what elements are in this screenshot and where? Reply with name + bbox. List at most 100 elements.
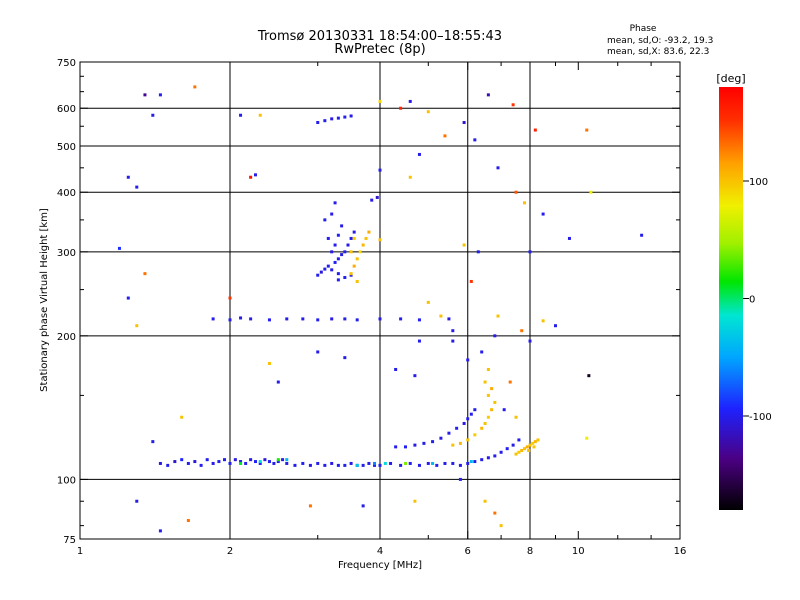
echo-point	[355, 257, 359, 261]
echo-point	[523, 201, 527, 205]
echo-point	[422, 441, 426, 445]
echo-point	[541, 212, 545, 216]
echo-point	[211, 461, 215, 465]
echo-point	[532, 445, 536, 449]
echo-point	[483, 499, 487, 503]
echo-point	[426, 300, 430, 304]
echo-point	[399, 463, 403, 467]
echo-point	[267, 318, 271, 322]
echo-point	[223, 458, 227, 462]
echo-point	[514, 190, 518, 194]
echo-point	[451, 461, 455, 465]
echo-point	[367, 230, 371, 234]
echo-point	[281, 458, 285, 462]
echo-point	[439, 436, 443, 440]
echo-point	[473, 460, 477, 464]
echo-point	[426, 110, 430, 114]
echo-point	[541, 319, 545, 323]
echo-point	[301, 317, 305, 321]
echo-point	[361, 463, 365, 467]
echo-point	[158, 529, 162, 533]
echo-point	[493, 334, 497, 338]
echo-point	[480, 350, 484, 354]
colorbar-tick-label: 100	[749, 177, 768, 188]
echo-point	[458, 463, 462, 467]
echo-point	[399, 106, 403, 110]
echo-point	[439, 314, 443, 318]
echo-point	[126, 175, 130, 179]
echo-point	[336, 272, 340, 276]
echo-point	[276, 458, 280, 462]
echo-point	[462, 121, 466, 125]
echo-point	[462, 243, 466, 247]
echo-point	[135, 324, 139, 328]
echo-point	[336, 463, 340, 467]
x-tick-label: 10	[572, 546, 585, 557]
echo-point	[431, 461, 435, 465]
colorbar-ticks: 100 0 -100	[743, 177, 772, 423]
echo-point	[490, 408, 494, 412]
echo-point	[466, 438, 470, 442]
echo-point	[373, 461, 377, 465]
echo-point	[486, 456, 490, 460]
echo-point	[511, 103, 515, 107]
echo-point	[399, 317, 403, 321]
echo-point	[239, 113, 243, 117]
echo-point	[186, 461, 190, 465]
x-axis-label: Frequency [MHz]	[338, 560, 422, 571]
echo-point	[640, 233, 644, 237]
echo-point	[323, 267, 327, 271]
echo-point	[336, 116, 340, 120]
echo-point	[502, 408, 506, 412]
echo-point	[343, 463, 347, 467]
echo-point	[505, 447, 509, 451]
echo-point	[514, 415, 518, 419]
echo-point	[403, 445, 407, 449]
echo-point	[528, 250, 532, 254]
echo-point	[370, 198, 374, 202]
echo-point	[514, 452, 518, 456]
echo-point	[323, 463, 327, 467]
echo-point	[340, 224, 344, 228]
echo-point	[473, 408, 477, 412]
echo-point	[413, 499, 417, 503]
echo-point	[233, 458, 237, 462]
echo-point	[267, 361, 271, 365]
echo-point	[417, 463, 421, 467]
echo-point	[355, 318, 359, 322]
echo-point	[520, 448, 524, 452]
echo-point	[316, 273, 320, 277]
echo-point	[253, 460, 257, 464]
echo-point	[469, 460, 473, 464]
echo-point	[375, 195, 379, 199]
echo-point	[517, 438, 521, 442]
echo-point	[358, 250, 362, 254]
colorbar-gradient	[719, 87, 743, 510]
echo-point	[336, 257, 340, 261]
y-tick-label: 500	[57, 142, 76, 153]
y-tick-label: 600	[57, 104, 76, 115]
echo-point	[126, 296, 130, 300]
echo-point	[455, 426, 459, 430]
echo-point	[217, 460, 221, 464]
x-tick-label: 6	[465, 546, 471, 557]
echo-point	[352, 236, 356, 240]
echo-point	[336, 233, 340, 237]
echo-point	[173, 460, 177, 464]
echo-point	[180, 415, 184, 419]
echo-point	[533, 440, 537, 444]
echo-point	[276, 460, 280, 464]
x-tick-label: 8	[527, 546, 533, 557]
echo-point	[336, 278, 340, 282]
echo-point	[330, 117, 334, 121]
echo-point	[285, 458, 289, 462]
grid	[80, 62, 680, 539]
echo-point	[316, 318, 320, 322]
echo-point	[343, 115, 347, 119]
echo-point	[431, 440, 435, 444]
echo-point	[205, 458, 209, 462]
echo-point	[361, 243, 365, 247]
echo-point	[330, 250, 334, 254]
echo-point	[343, 276, 347, 280]
